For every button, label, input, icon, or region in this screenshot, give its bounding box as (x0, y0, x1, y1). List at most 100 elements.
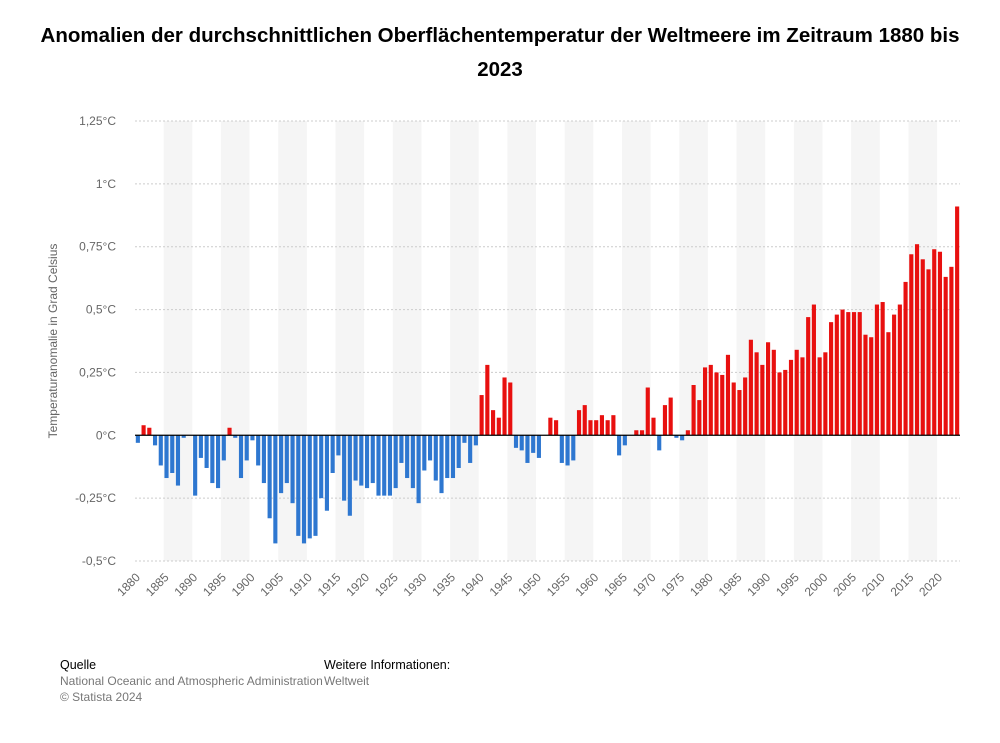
bar-2003[interactable] (840, 309, 845, 436)
bar-1994[interactable] (788, 359, 794, 436)
bar-1957[interactable] (576, 410, 582, 436)
bar-1931[interactable] (427, 435, 433, 461)
bar-2004[interactable] (846, 312, 851, 436)
bar-1903[interactable] (267, 435, 272, 519)
bar-1905[interactable] (279, 435, 284, 494)
bar-1943[interactable] (496, 417, 501, 436)
bar-1929[interactable] (416, 435, 421, 504)
bar-1882[interactable] (147, 427, 152, 436)
bar-1995[interactable] (794, 349, 799, 436)
bar-2002[interactable] (834, 314, 839, 436)
bar-1984[interactable] (731, 382, 736, 436)
bar-1918[interactable] (353, 435, 358, 481)
bar-1967[interactable] (634, 430, 639, 436)
bar-1891[interactable] (198, 435, 203, 458)
bar-1961[interactable] (599, 415, 604, 436)
bar-1937[interactable] (462, 435, 467, 443)
bar-2014[interactable] (903, 281, 908, 436)
bar-1938[interactable] (468, 435, 473, 463)
bar-2007[interactable] (863, 334, 868, 436)
bar-1897[interactable] (233, 435, 238, 438)
bar-1880[interactable] (135, 435, 140, 443)
bar-1934[interactable] (445, 435, 450, 479)
bar-1921[interactable] (370, 435, 375, 484)
bar-1960[interactable] (594, 420, 599, 436)
bar-1986[interactable] (743, 377, 748, 436)
bar-1908[interactable] (296, 435, 301, 536)
bar-1944[interactable] (502, 377, 507, 436)
bar-2006[interactable] (857, 312, 862, 436)
bar-1971[interactable] (657, 435, 662, 451)
bar-1926[interactable] (399, 435, 404, 463)
bar-2009[interactable] (874, 304, 879, 436)
bar-1973[interactable] (668, 397, 673, 436)
bar-1890[interactable] (193, 435, 198, 496)
bar-1900[interactable] (250, 435, 255, 441)
bar-1996[interactable] (800, 357, 805, 436)
bar-1881[interactable] (141, 425, 146, 436)
bar-2021[interactable] (943, 276, 948, 436)
bar-1942[interactable] (491, 410, 496, 436)
bar-1894[interactable] (216, 435, 221, 489)
bar-1989[interactable] (760, 364, 765, 436)
bar-1896[interactable] (227, 427, 232, 436)
bar-1892[interactable] (204, 435, 209, 468)
bar-1952[interactable] (548, 417, 553, 436)
bar-1949[interactable] (531, 435, 536, 453)
bar-2008[interactable] (869, 337, 874, 436)
bar-2016[interactable] (914, 244, 920, 436)
bar-1976[interactable] (685, 430, 690, 436)
bar-1907[interactable] (290, 435, 295, 504)
bar-1999[interactable] (817, 357, 822, 436)
bar-1914[interactable] (330, 435, 335, 473)
bar-1924[interactable] (387, 435, 393, 496)
bar-1923[interactable] (382, 435, 387, 496)
bar-2011[interactable] (886, 332, 891, 436)
bar-2017[interactable] (920, 259, 925, 436)
bar-1953[interactable] (554, 420, 559, 436)
bar-2010[interactable] (880, 302, 885, 436)
bar-1901[interactable] (256, 435, 261, 466)
bar-1997[interactable] (806, 317, 811, 436)
bar-2018[interactable] (926, 269, 931, 436)
bar-1948[interactable] (525, 435, 530, 463)
bar-1955[interactable] (565, 435, 570, 466)
bar-1970[interactable] (651, 417, 656, 436)
bar-2020[interactable] (937, 251, 943, 436)
bar-1987[interactable] (748, 339, 753, 436)
bar-1902[interactable] (261, 435, 266, 484)
bar-1910[interactable] (307, 435, 312, 539)
bar-1906[interactable] (284, 435, 289, 484)
bar-1935[interactable] (450, 435, 456, 479)
bar-1946[interactable] (513, 435, 519, 448)
bar-1893[interactable] (210, 435, 215, 484)
bar-1917[interactable] (347, 435, 352, 516)
bar-1977[interactable] (691, 385, 696, 436)
bar-1922[interactable] (376, 435, 381, 496)
bar-1939[interactable] (473, 435, 478, 446)
bar-2005[interactable] (851, 312, 857, 436)
bar-2000[interactable] (823, 352, 828, 436)
bar-1950[interactable] (536, 435, 541, 458)
bar-1969[interactable] (645, 387, 650, 436)
bar-1983[interactable] (725, 354, 731, 436)
bar-1932[interactable] (433, 435, 438, 481)
bar-1998[interactable] (811, 304, 816, 436)
bar-1980[interactable] (708, 364, 713, 436)
bar-1895[interactable] (221, 435, 226, 461)
bar-1885[interactable] (164, 435, 169, 479)
bar-1904[interactable] (273, 435, 278, 544)
bar-1963[interactable] (611, 415, 616, 436)
bar-1913[interactable] (324, 435, 329, 511)
bar-1886[interactable] (170, 435, 175, 473)
bar-2001[interactable] (829, 322, 834, 436)
bar-1884[interactable] (158, 435, 163, 466)
bar-1968[interactable] (639, 430, 645, 436)
bar-1933[interactable] (439, 435, 444, 494)
bar-1985[interactable] (737, 390, 742, 436)
bar-2013[interactable] (897, 304, 902, 436)
bar-1898[interactable] (238, 435, 244, 479)
bar-1945[interactable] (508, 382, 513, 436)
bar-1993[interactable] (783, 369, 788, 436)
bar-1954[interactable] (559, 435, 564, 463)
